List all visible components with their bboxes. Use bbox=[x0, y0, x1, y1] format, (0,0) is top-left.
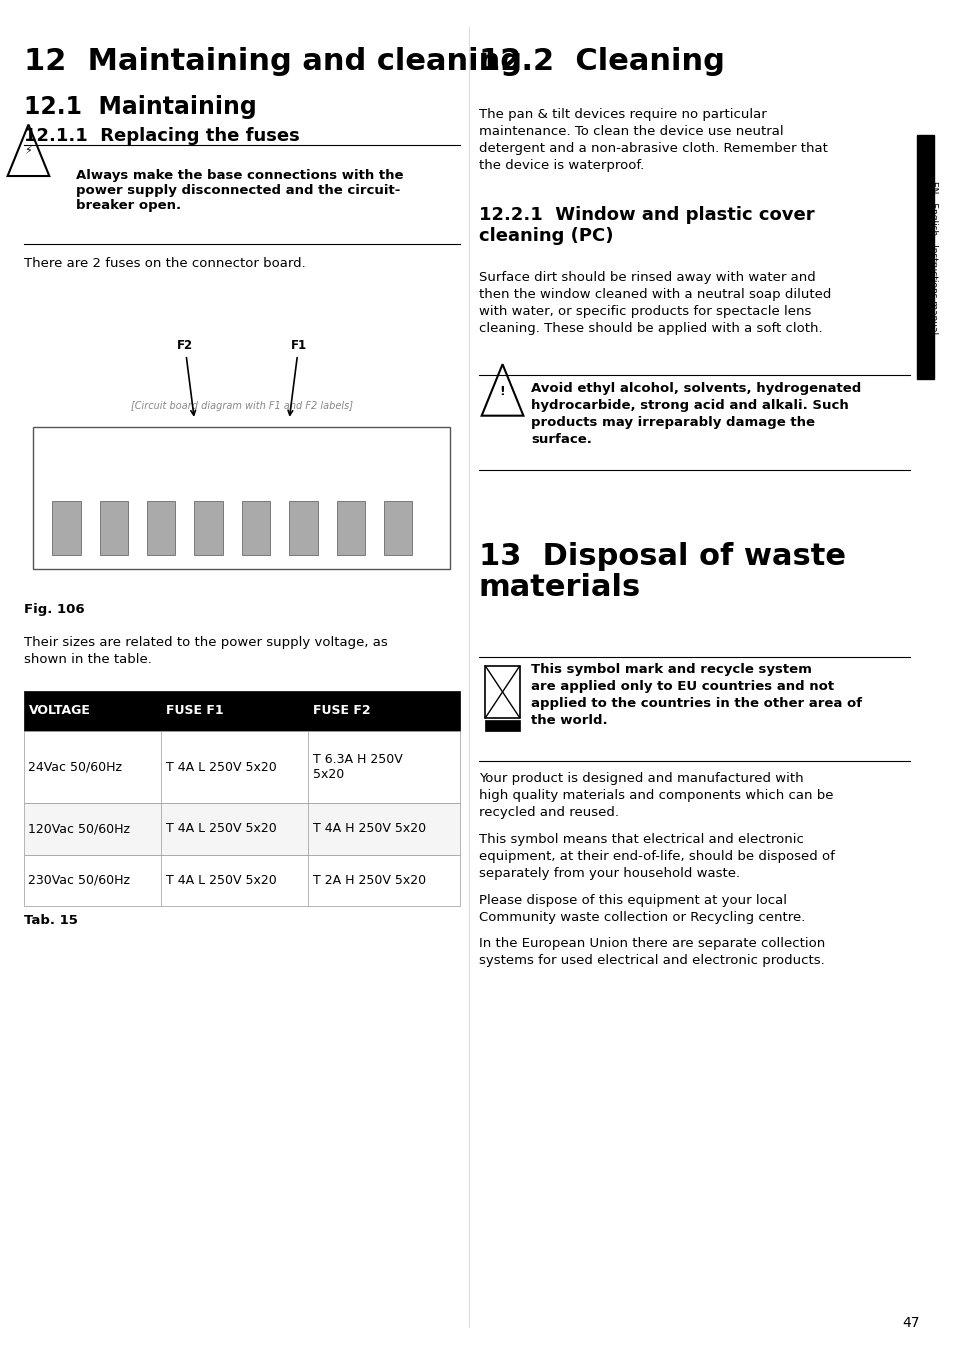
Bar bbox=[147, 501, 175, 555]
Text: [Circuit board diagram with F1 and F2 labels]: [Circuit board diagram with F1 and F2 la… bbox=[131, 401, 353, 412]
Text: Please dispose of this equipment at your local
Community waste collection or Rec: Please dispose of this equipment at your… bbox=[478, 894, 804, 923]
Bar bbox=[289, 501, 317, 555]
Text: EN - English - Instructions manual: EN - English - Instructions manual bbox=[927, 180, 937, 334]
Text: Avoid ethyl alcohol, solvents, hydrogenated
hydrocarbide, strong acid and alkali: Avoid ethyl alcohol, solvents, hydrogena… bbox=[531, 382, 861, 445]
Text: !: ! bbox=[499, 385, 505, 398]
Bar bbox=[485, 666, 519, 718]
Text: T 4A L 250V 5x20: T 4A L 250V 5x20 bbox=[166, 822, 276, 835]
Text: Surface dirt should be rinsed away with water and
then the window cleaned with a: Surface dirt should be rinsed away with … bbox=[478, 271, 830, 334]
Bar bbox=[24, 691, 459, 731]
Text: ⚡: ⚡ bbox=[25, 146, 32, 157]
Text: VOLTAGE: VOLTAGE bbox=[29, 704, 91, 718]
Text: 13  Disposal of waste
materials: 13 Disposal of waste materials bbox=[478, 542, 845, 603]
Bar bbox=[24, 803, 459, 854]
Text: T 2A H 250V 5x20: T 2A H 250V 5x20 bbox=[313, 873, 426, 887]
Text: Tab. 15: Tab. 15 bbox=[24, 914, 77, 927]
Text: 12.1  Maintaining: 12.1 Maintaining bbox=[24, 95, 256, 119]
Text: Your product is designed and manufactured with
high quality materials and compon: Your product is designed and manufacture… bbox=[478, 772, 833, 819]
Text: T 4A L 250V 5x20: T 4A L 250V 5x20 bbox=[166, 873, 276, 887]
Text: This symbol means that electrical and electronic
equipment, at their end-of-life: This symbol means that electrical and el… bbox=[478, 833, 834, 880]
Bar bbox=[485, 720, 519, 731]
Text: 120Vac 50/60Hz: 120Vac 50/60Hz bbox=[29, 822, 131, 835]
Bar bbox=[194, 501, 223, 555]
Text: T 6.3A H 250V
5x20: T 6.3A H 250V 5x20 bbox=[313, 753, 402, 781]
Text: T 4A H 250V 5x20: T 4A H 250V 5x20 bbox=[313, 822, 426, 835]
Text: 230Vac 50/60Hz: 230Vac 50/60Hz bbox=[29, 873, 131, 887]
Text: There are 2 fuses on the connector board.: There are 2 fuses on the connector board… bbox=[24, 257, 305, 271]
Bar bbox=[384, 501, 412, 555]
Text: Fig. 106: Fig. 106 bbox=[24, 603, 84, 616]
Text: 12.2.1  Window and plastic cover
cleaning (PC): 12.2.1 Window and plastic cover cleaning… bbox=[478, 206, 814, 245]
Text: 12.2  Cleaning: 12.2 Cleaning bbox=[478, 47, 724, 76]
Text: FUSE F2: FUSE F2 bbox=[313, 704, 370, 718]
Bar bbox=[33, 427, 450, 569]
Text: This symbol mark and recycle system
are applied only to EU countries and not
app: This symbol mark and recycle system are … bbox=[531, 663, 862, 727]
Text: 12  Maintaining and cleaning: 12 Maintaining and cleaning bbox=[24, 47, 521, 76]
Bar bbox=[336, 501, 365, 555]
Bar bbox=[52, 501, 80, 555]
Bar bbox=[24, 854, 459, 906]
Bar bbox=[99, 501, 128, 555]
Text: F1: F1 bbox=[288, 338, 307, 416]
Text: 12.1.1  Replacing the fuses: 12.1.1 Replacing the fuses bbox=[24, 127, 299, 145]
Text: T 4A L 250V 5x20: T 4A L 250V 5x20 bbox=[166, 761, 276, 773]
Text: Their sizes are related to the power supply voltage, as
shown in the table.: Their sizes are related to the power sup… bbox=[24, 636, 387, 666]
Bar bbox=[24, 731, 459, 803]
Text: In the European Union there are separate collection
systems for used electrical : In the European Union there are separate… bbox=[478, 937, 824, 967]
Bar bbox=[916, 135, 933, 379]
Bar bbox=[241, 501, 270, 555]
Text: 24Vac 50/60Hz: 24Vac 50/60Hz bbox=[29, 761, 122, 773]
Text: F2: F2 bbox=[176, 338, 195, 416]
Text: Always make the base connections with the
power supply disconnected and the circ: Always make the base connections with th… bbox=[76, 169, 403, 213]
Text: FUSE F1: FUSE F1 bbox=[166, 704, 223, 718]
Text: The pan & tilt devices require no particular
maintenance. To clean the device us: The pan & tilt devices require no partic… bbox=[478, 108, 827, 172]
Text: 47: 47 bbox=[902, 1316, 919, 1330]
